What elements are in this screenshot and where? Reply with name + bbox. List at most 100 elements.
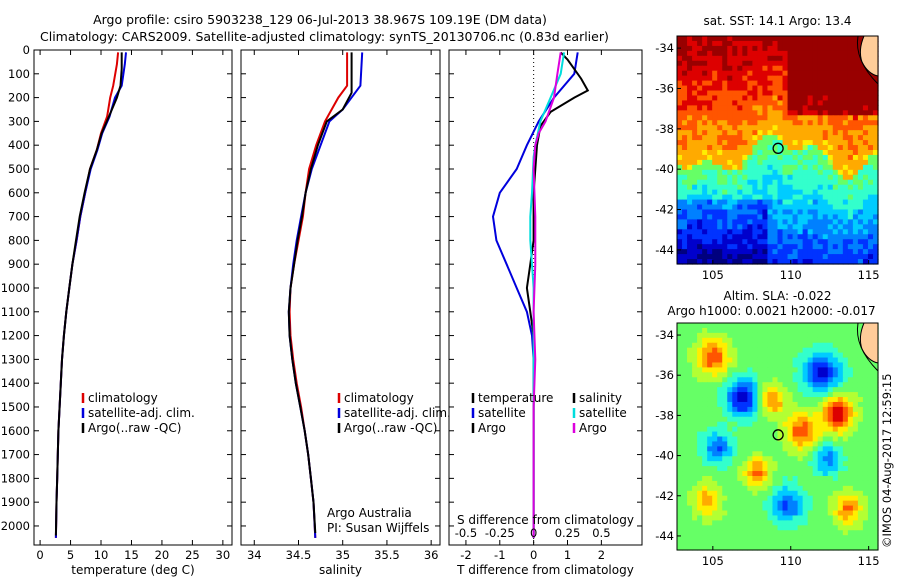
sla-cell [697,461,703,467]
sst-cell [842,50,849,57]
sla-cell [772,456,779,462]
sst-cell [677,36,683,42]
sst-cell [757,70,764,77]
salinity-annotation-line1: Argo Australia [327,506,412,520]
sst-cell [697,75,703,82]
sla-cell [742,406,748,413]
sst-cell [757,249,764,255]
sst-cell [827,174,834,181]
sst-cell [762,130,769,136]
sst-cell [867,254,874,260]
sst-cell [867,249,874,255]
sst-cell [837,224,844,230]
sst-cell [857,36,864,42]
sst-cell [807,159,814,166]
sst-cell [782,120,789,126]
sla-cell [737,456,743,462]
sst-cell [777,219,784,225]
sst-cell [732,115,738,121]
sla-cell [752,431,759,438]
sst-cell [682,224,688,230]
sst-cell [707,219,713,225]
sst-cell [827,45,834,52]
sst-cell [692,115,698,121]
sla-cell [772,431,779,438]
sst-cell [762,164,769,171]
sla-cell [812,485,819,492]
sla-cell [742,342,748,349]
sst-cell [827,219,834,225]
sst-cell [692,55,698,62]
sla-cell [697,525,703,531]
sst-cell [732,60,738,67]
sla-cell [862,416,869,423]
sla-cell [797,372,804,378]
sst-cell [677,45,683,52]
sst-cell [697,219,703,225]
sla-cell [762,392,769,398]
sst-cell [772,110,779,116]
sst-cell [757,194,764,201]
sla-cell [752,505,759,512]
sla-cell [692,480,698,487]
sla-cell [767,500,774,507]
sst-cell [677,154,683,161]
sst-cell [872,239,879,245]
sst-cell [722,204,728,211]
sst-cell [802,70,809,77]
sla-cell [702,446,708,452]
sla-cell [832,500,839,507]
sla-cell [762,466,769,472]
sst-cell [817,115,824,121]
sla-cell [852,471,859,477]
sla-cell [727,490,733,497]
sst-cell [707,189,713,196]
sst-cell [717,100,723,106]
sla-cell [747,510,753,517]
sla-cell [717,525,723,531]
sla-cell [797,530,804,536]
sst-cell [857,85,864,92]
sla-cell [772,323,779,329]
sst-cell [777,140,784,146]
sla-cell [692,495,698,502]
sst-cell [822,95,829,102]
sla-cell [827,441,834,447]
sla-cell [697,490,703,497]
sst-cell [792,184,799,191]
sla-cell [797,545,804,551]
sst-cell [747,159,753,166]
sst-cell [757,239,764,245]
sst-cell [752,214,759,220]
sst-cell [687,85,693,92]
sst-cell [712,169,718,176]
sst-cell [792,154,799,161]
sla-cell [712,347,718,354]
sst-cell [747,105,753,111]
sla-cell [692,357,698,364]
sla-cell [717,505,723,512]
sst-cell [827,70,834,77]
sst-xtick-label-0: 105 [702,268,724,282]
sst-cell [797,234,804,240]
difference-salinity-tick-3: 0.25 [555,526,581,540]
sla-ytick-label-0: -34 [655,328,674,342]
sla-cell [797,540,804,546]
sla-cell [847,372,854,378]
sla-cell [772,480,779,487]
sst-cell [697,254,703,260]
sla-cell [817,352,824,359]
sla-cell [707,515,713,521]
sla-cell [687,327,693,334]
sst-cell [847,199,854,206]
sla-cell [852,446,859,452]
sst-cell [697,65,703,72]
sst-cell [867,125,874,131]
sla-cell [772,471,779,477]
sst-cell [777,239,784,245]
sst-cell [807,130,814,136]
sst-cell [772,125,779,131]
sla-cell [847,530,854,536]
sst-cell [847,189,854,196]
sst-cell [797,204,804,211]
